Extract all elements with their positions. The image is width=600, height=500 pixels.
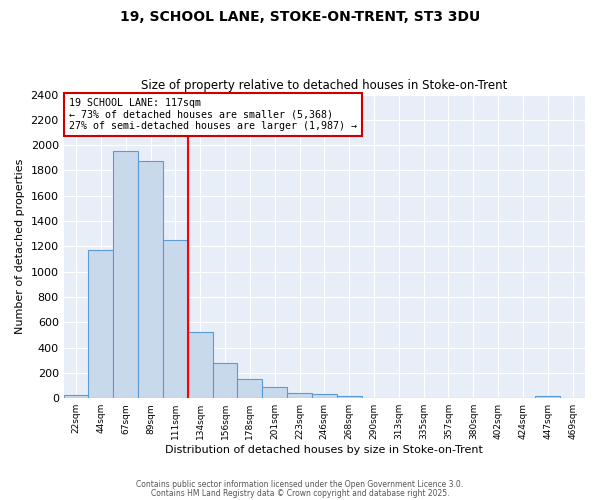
Bar bbox=[238, 378, 262, 398]
Bar bbox=[64, 395, 88, 398]
Bar bbox=[138, 161, 163, 398]
Bar bbox=[113, 152, 138, 398]
Text: Contains public sector information licensed under the Open Government Licence 3.: Contains public sector information licen… bbox=[136, 480, 464, 489]
Bar bbox=[188, 332, 212, 398]
Bar bbox=[163, 240, 188, 398]
Bar bbox=[312, 394, 337, 398]
Title: Size of property relative to detached houses in Stoke-on-Trent: Size of property relative to detached ho… bbox=[141, 79, 508, 92]
Text: 19 SCHOOL LANE: 117sqm
← 73% of detached houses are smaller (5,368)
27% of semi-: 19 SCHOOL LANE: 117sqm ← 73% of detached… bbox=[69, 98, 357, 131]
Bar bbox=[287, 392, 312, 398]
Text: 19, SCHOOL LANE, STOKE-ON-TRENT, ST3 3DU: 19, SCHOOL LANE, STOKE-ON-TRENT, ST3 3DU bbox=[120, 10, 480, 24]
Bar bbox=[212, 364, 238, 398]
Bar bbox=[262, 387, 287, 398]
Bar bbox=[337, 396, 362, 398]
Text: Contains HM Land Registry data © Crown copyright and database right 2025.: Contains HM Land Registry data © Crown c… bbox=[151, 488, 449, 498]
Bar bbox=[88, 250, 113, 398]
Y-axis label: Number of detached properties: Number of detached properties bbox=[15, 158, 25, 334]
Bar bbox=[535, 396, 560, 398]
X-axis label: Distribution of detached houses by size in Stoke-on-Trent: Distribution of detached houses by size … bbox=[166, 445, 483, 455]
